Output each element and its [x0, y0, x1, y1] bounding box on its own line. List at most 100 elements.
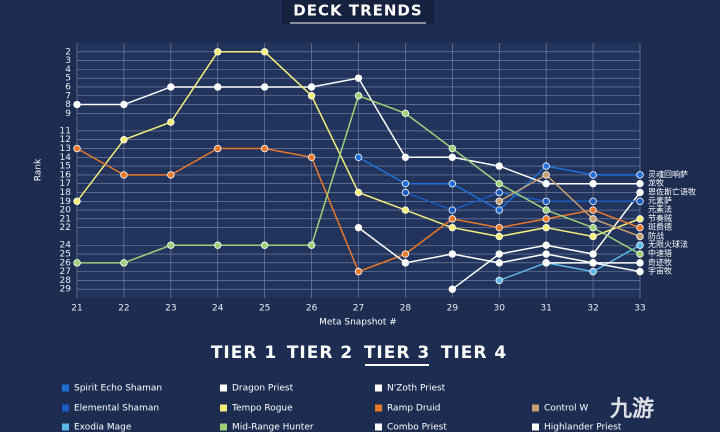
point: [448, 223, 457, 232]
point: [636, 215, 644, 223]
tier-tab[interactable]: TIER 4: [441, 343, 507, 363]
title-box: [282, 0, 434, 24]
end-label: 无限火球法: [648, 239, 688, 249]
y-tick-label: 4: [65, 65, 71, 75]
x-tick-label: 21: [71, 304, 82, 314]
point: [589, 197, 597, 205]
point: [589, 267, 597, 276]
chart-title: DECK TRENDS: [293, 2, 422, 20]
series-line: [498, 244, 641, 282]
point: [120, 171, 128, 179]
legend-swatch: [220, 404, 227, 412]
legend-label: Combo Priest: [387, 423, 447, 432]
point: [636, 171, 644, 179]
point: [636, 188, 644, 197]
y-tick-label: 14: [60, 153, 72, 163]
y-tick-label: 5: [65, 74, 71, 84]
x-axis-label: Meta Snapshot #: [319, 318, 397, 328]
legend-swatch: [532, 404, 539, 412]
point: [354, 92, 363, 100]
point: [636, 259, 644, 267]
x-tick-label: 23: [165, 304, 176, 314]
end-label: 恩佐斯亡语牧: [648, 186, 696, 196]
point: [636, 197, 644, 205]
point: [589, 179, 597, 188]
y-tick-label: 28: [60, 276, 72, 286]
legend-label: Ramp Druid: [387, 404, 440, 414]
legend-label: Exodia Mage: [74, 423, 132, 432]
point: [354, 188, 363, 197]
point: [401, 109, 410, 118]
tier-tab[interactable]: TIER 1: [211, 343, 277, 363]
y-tick-label: 11: [60, 126, 71, 136]
point: [542, 171, 550, 179]
point: [589, 215, 597, 223]
tier-tab[interactable]: TIER 2: [287, 343, 353, 363]
point: [214, 48, 222, 56]
point: [495, 179, 503, 188]
legend-label: Spirit Echo Shaman: [74, 384, 162, 394]
point: [120, 100, 128, 109]
point: [73, 259, 81, 267]
point: [589, 223, 597, 232]
y-tick-label: 27: [60, 267, 71, 277]
point: [636, 179, 644, 188]
y-tick-label: 6: [65, 82, 71, 92]
y-tick-label: 29: [60, 285, 72, 295]
x-tick-label: 29: [447, 304, 459, 314]
point: [120, 259, 128, 267]
point: [542, 241, 550, 249]
y-tick-label: 13: [60, 144, 71, 154]
point: [448, 144, 457, 153]
point: [260, 144, 269, 153]
tier-tab[interactable]: TIER 3: [364, 343, 430, 363]
x-tick-label: 27: [353, 304, 364, 314]
point: [542, 179, 550, 188]
x-tick-label: 25: [259, 304, 270, 314]
point: [167, 171, 175, 179]
end-label: 节奏贼: [648, 213, 672, 223]
point: [73, 144, 81, 153]
point: [448, 206, 457, 214]
end-label: 灵魂回响萨: [648, 169, 688, 179]
x-tick-label: 31: [540, 304, 551, 314]
end-label: 中速猎: [648, 248, 672, 258]
end-label: 龙牧: [648, 178, 664, 188]
legend-label: N'Zoth Priest: [387, 384, 446, 394]
y-tick-label: 20: [60, 206, 72, 216]
point: [636, 241, 644, 249]
legend-label: Elemental Shaman: [74, 404, 159, 414]
y-tick-label: 8: [65, 100, 71, 110]
point: [448, 250, 457, 258]
point: [167, 241, 175, 249]
legend-swatch: [220, 423, 227, 431]
point: [495, 232, 503, 241]
point: [73, 100, 81, 109]
legend-swatch: [532, 423, 539, 431]
point: [495, 250, 503, 258]
point: [636, 250, 644, 258]
point: [542, 259, 550, 267]
point: [120, 136, 128, 144]
end-label: 元素法: [648, 204, 672, 214]
y-tick-label: 7: [65, 91, 71, 101]
point: [495, 188, 503, 197]
point: [495, 197, 503, 205]
end-label: 元素萨: [648, 195, 672, 205]
point: [307, 241, 316, 249]
y-tick-label: 16: [60, 170, 72, 180]
point: [495, 223, 503, 232]
point: [307, 92, 316, 100]
point: [354, 267, 363, 276]
x-tick-label: 33: [634, 304, 645, 314]
point: [448, 215, 457, 223]
point: [401, 188, 410, 197]
y-tick-label: 22: [60, 223, 71, 233]
y-tick-label: 25: [60, 250, 71, 260]
x-tick-label: 28: [400, 304, 412, 314]
point: [260, 48, 269, 56]
point: [589, 250, 597, 258]
point: [636, 232, 644, 241]
point: [448, 153, 457, 162]
point: [354, 223, 363, 232]
